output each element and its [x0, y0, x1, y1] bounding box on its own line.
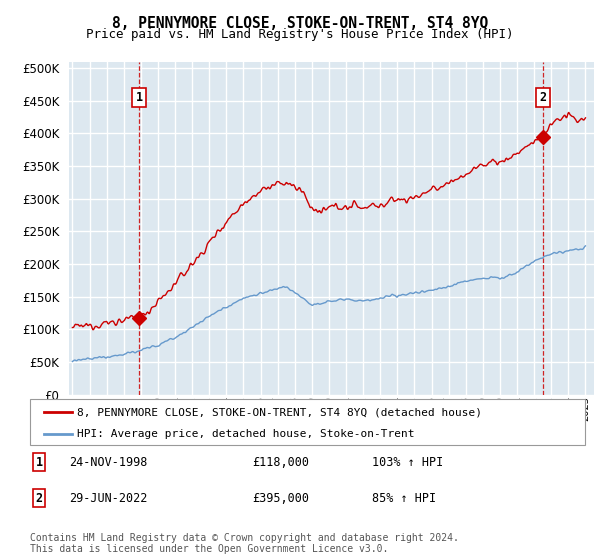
Text: 29-JUN-2022: 29-JUN-2022 [69, 492, 148, 505]
Point [40, 409, 47, 416]
Text: 103% ↑ HPI: 103% ↑ HPI [372, 455, 443, 469]
Text: 85% ↑ HPI: 85% ↑ HPI [372, 492, 436, 505]
Text: 8, PENNYMORE CLOSE, STOKE-ON-TRENT, ST4 8YQ: 8, PENNYMORE CLOSE, STOKE-ON-TRENT, ST4 … [112, 16, 488, 31]
Point [40, 430, 47, 437]
Text: £118,000: £118,000 [252, 455, 309, 469]
Text: Price paid vs. HM Land Registry's House Price Index (HPI): Price paid vs. HM Land Registry's House … [86, 28, 514, 41]
Text: 2: 2 [539, 91, 546, 104]
Point [68, 409, 75, 416]
Text: Contains HM Land Registry data © Crown copyright and database right 2024.
This d: Contains HM Land Registry data © Crown c… [30, 533, 459, 554]
Text: 2: 2 [35, 492, 43, 505]
Text: HPI: Average price, detached house, Stoke-on-Trent: HPI: Average price, detached house, Stok… [77, 429, 415, 438]
Text: 8, PENNYMORE CLOSE, STOKE-ON-TRENT, ST4 8YQ (detached house): 8, PENNYMORE CLOSE, STOKE-ON-TRENT, ST4 … [77, 407, 482, 417]
Text: £395,000: £395,000 [252, 492, 309, 505]
Text: 24-NOV-1998: 24-NOV-1998 [69, 455, 148, 469]
Text: 1: 1 [136, 91, 143, 104]
Text: 1: 1 [35, 455, 43, 469]
Point [68, 430, 75, 437]
